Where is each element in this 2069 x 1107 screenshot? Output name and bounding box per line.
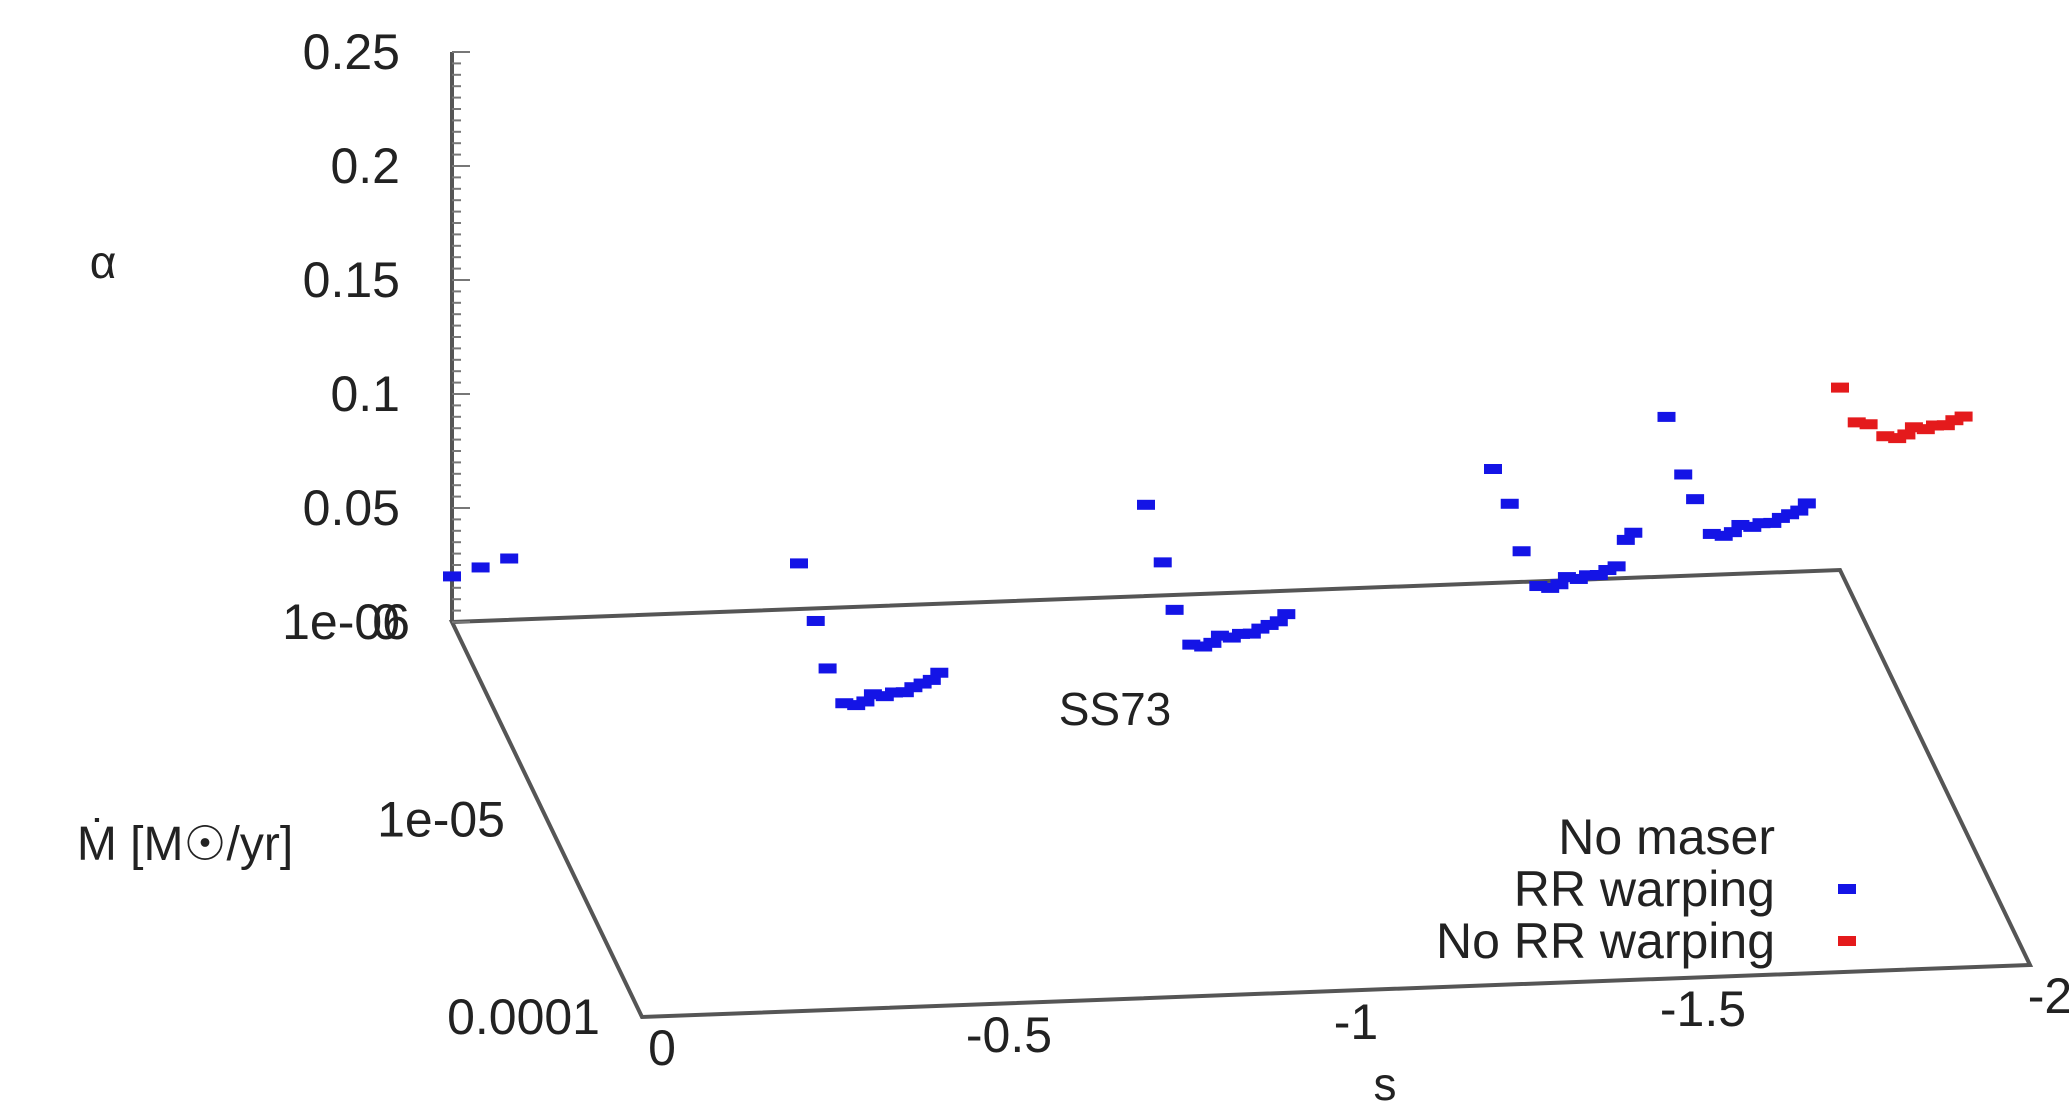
z-tick-label: 0.05 xyxy=(303,480,400,536)
legend-label: No maser xyxy=(1558,809,1775,865)
data-point-rr-warping xyxy=(1686,494,1705,505)
data-point-rr-warping xyxy=(471,562,490,573)
x-tick-label: -2 xyxy=(2028,968,2069,1024)
data-point-rr-warping xyxy=(863,689,882,700)
data-point-rr-warping xyxy=(806,615,825,626)
data-point-rr-warping xyxy=(1232,628,1250,639)
data-point-rr-warping xyxy=(1137,499,1155,510)
data-point-rr-warping xyxy=(1260,619,1279,630)
y-axis-label: Ṁ [M☉/yr] xyxy=(77,818,293,871)
data-point-rr-warping xyxy=(1210,630,1229,641)
legend-label: No RR warping xyxy=(1436,913,1775,969)
legend-swatch xyxy=(1838,936,1856,946)
data-point-rr-warping xyxy=(856,696,875,707)
y-tick-label: 0.0001 xyxy=(447,989,600,1045)
legend-swatch xyxy=(1838,884,1856,894)
data-point-no-rr-warping xyxy=(1954,411,1973,422)
data-point-rr-warping xyxy=(930,667,949,678)
data-point-rr-warping xyxy=(922,674,941,685)
legend-label: RR warping xyxy=(1514,861,1775,917)
data-point-no-rr-warping xyxy=(1945,415,1964,426)
data-point-no-rr-warping xyxy=(1904,422,1923,433)
x-tick-label: -1.5 xyxy=(1660,981,1746,1037)
data-point-no-rr-warping xyxy=(1847,417,1866,428)
data-point-rr-warping xyxy=(1550,579,1569,590)
data-point-rr-warping xyxy=(1500,498,1519,509)
data-point-rr-warping xyxy=(1723,527,1742,538)
z-tick-label: 0.15 xyxy=(303,252,400,308)
data-point-rr-warping xyxy=(443,571,461,582)
data-point-rr-warping xyxy=(1512,546,1531,557)
data-point-no-rr-warping xyxy=(1831,382,1849,393)
x-tick-label: 0 xyxy=(648,1020,676,1076)
data-point-rr-warping xyxy=(1557,572,1576,583)
axes-frame xyxy=(448,51,2034,1020)
data-point-rr-warping xyxy=(885,687,903,698)
z-tick-label: 0 xyxy=(372,594,400,650)
data-point-rr-warping xyxy=(500,553,519,564)
floor-plane xyxy=(448,567,2034,1020)
data-point-rr-warping xyxy=(1222,632,1241,643)
data-point-rr-warping xyxy=(1277,609,1296,620)
data-point-rr-warping xyxy=(1743,521,1762,532)
data-point-no-rr-warping xyxy=(1876,431,1895,442)
legend-swatch xyxy=(1838,832,1856,842)
data-point-rr-warping xyxy=(1194,641,1213,652)
data-point-rr-warping xyxy=(1674,469,1693,480)
data-point-rr-warping xyxy=(1269,616,1288,627)
data-point-rr-warping xyxy=(1790,505,1809,516)
data-point-no-rr-warping xyxy=(1897,429,1916,440)
data-point-rr-warping xyxy=(875,691,894,702)
z-tick-label: 0.25 xyxy=(303,24,400,80)
z-tick-label: 0.1 xyxy=(330,366,400,422)
data-point-rr-warping xyxy=(1251,623,1270,634)
y-tick-label: 1e-05 xyxy=(377,792,505,848)
data-point-rr-warping xyxy=(1484,464,1502,474)
data-point-rr-warping xyxy=(1657,411,1676,422)
chart-title: SS73 xyxy=(1059,683,1172,735)
data-point-rr-warping xyxy=(835,698,854,709)
data-point-rr-warping xyxy=(1607,561,1626,572)
data-point-rr-warping xyxy=(1165,604,1184,615)
data-point-rr-warping xyxy=(790,558,808,569)
data-points xyxy=(443,382,1973,711)
y-tick-label: 1e-06 xyxy=(282,594,410,650)
data-point-no-rr-warping xyxy=(1916,424,1935,435)
data-point-rr-warping xyxy=(1529,581,1548,592)
data-point-rr-warping xyxy=(1569,573,1588,584)
data-point-rr-warping xyxy=(1541,582,1560,593)
data-point-rr-warping xyxy=(1616,534,1635,545)
data-point-rr-warping xyxy=(1781,509,1800,520)
data-point-rr-warping xyxy=(1714,530,1733,541)
x-tick-label: -1 xyxy=(1334,994,1378,1050)
data-point-no-rr-warping xyxy=(1888,433,1907,444)
data-point-rr-warping xyxy=(1702,528,1721,539)
data-point-rr-warping xyxy=(1731,519,1750,530)
data-point-rr-warping xyxy=(1771,512,1790,523)
data-point-no-rr-warping xyxy=(1859,419,1878,430)
data-point-rr-warping xyxy=(1752,518,1771,529)
data-point-rr-warping xyxy=(1624,527,1643,538)
data-point-rr-warping xyxy=(818,663,837,674)
x-axis-label: s xyxy=(1374,1058,1397,1107)
z-axis-label: α xyxy=(90,236,117,288)
x-tick-label: -0.5 xyxy=(966,1007,1052,1063)
data-point-no-rr-warping xyxy=(1926,420,1944,431)
data-point-rr-warping xyxy=(1797,498,1816,509)
tick-labels: 0 0.05 0.1 0.15 0.2 0.25 1e-06 1e-05 0.0001 0 -0.5… xyxy=(282,24,2069,1076)
z-tick-label: 0.2 xyxy=(330,138,400,194)
data-point-rr-warping xyxy=(847,700,866,711)
data-point-rr-warping xyxy=(904,682,923,693)
data-point-rr-warping xyxy=(1182,639,1201,650)
data-point-rr-warping xyxy=(1153,557,1172,568)
data-point-rr-warping xyxy=(1579,570,1597,581)
data-point-rr-warping xyxy=(1598,565,1617,576)
data-point-rr-warping xyxy=(1203,637,1222,648)
data-point-rr-warping xyxy=(913,678,932,689)
